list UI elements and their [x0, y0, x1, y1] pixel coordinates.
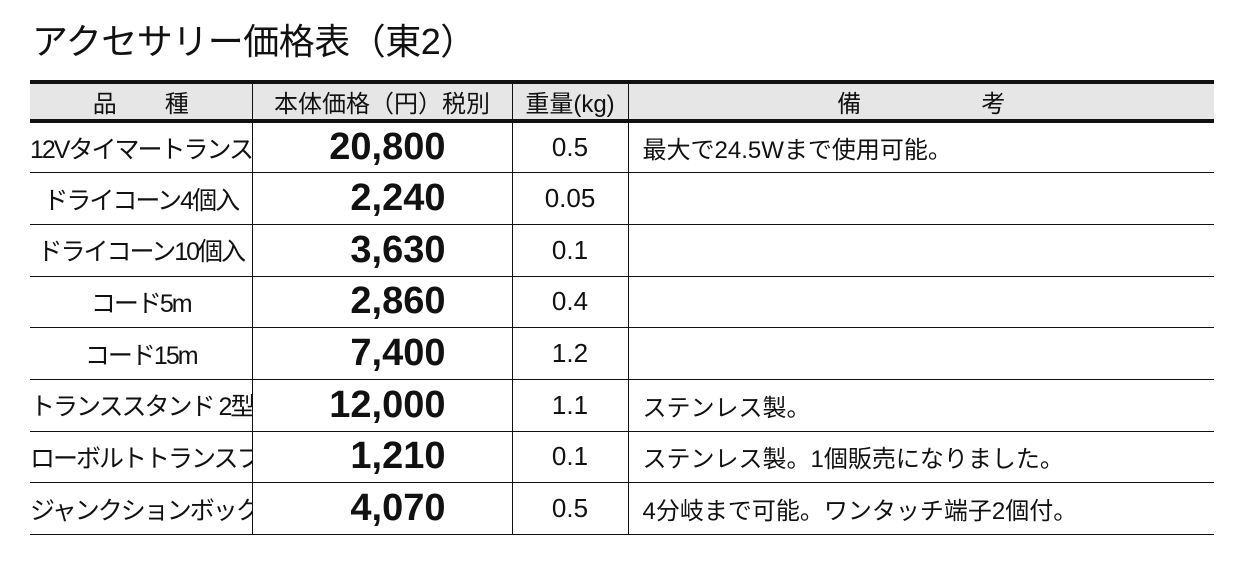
cell-name: ローボルトトランスフック [30, 431, 252, 484]
cell-name: 12Vタイマートランス [30, 121, 252, 174]
cell-note [627, 172, 1214, 225]
cell-note: ステンレス製。 [627, 379, 1214, 432]
cell-weight: 0.5 [511, 121, 628, 174]
table-row: ドライコーン10個入 3,630 0.1 [30, 224, 1214, 277]
cell-weight: 1.2 [511, 327, 628, 380]
cell-price: 7,400 [251, 327, 512, 380]
cell-name: ドライコーン10個入 [30, 224, 252, 277]
cell-price: 20,800 [251, 121, 512, 174]
cell-price: 12,000 [251, 379, 512, 432]
table-row: 12Vタイマートランス 20,800 0.5 最大で24.5Wまで使用可能。 [30, 121, 1214, 174]
cell-name: トランススタンド 2型 [30, 379, 252, 432]
header-note: 備 考 [627, 80, 1214, 123]
cell-name: ジャンクションボックス [30, 482, 252, 535]
cell-price: 2,860 [251, 276, 512, 329]
table-row: コード15m 7,400 1.2 [30, 327, 1214, 380]
cell-weight: 0.05 [511, 172, 628, 225]
cell-note: ステンレス製。1個販売になりました。 [627, 431, 1214, 484]
cell-name: コード5m [30, 276, 252, 329]
cell-note: 最大で24.5Wまで使用可能。 [627, 121, 1214, 174]
cell-note [627, 327, 1214, 380]
cell-weight: 0.1 [511, 431, 628, 484]
header-name: 品 種 [30, 80, 252, 123]
cell-note [627, 276, 1214, 329]
price-table: 品 種 本体価格（円）税別 重量(kg) 備 考 12Vタイマートランス 20,8… [30, 80, 1214, 535]
cell-weight: 0.4 [511, 276, 628, 329]
cell-weight: 0.5 [511, 482, 628, 535]
cell-name: ドライコーン4個入 [30, 172, 252, 225]
cell-note [627, 224, 1214, 277]
cell-price: 4,070 [251, 482, 512, 535]
cell-name: コード15m [30, 327, 252, 380]
page-title: アクセサリー価格表（東2） [32, 21, 476, 62]
cell-price: 1,210 [251, 431, 512, 484]
table-row: コード5m 2,860 0.4 [30, 276, 1214, 329]
table-header: 品 種 本体価格（円）税別 重量(kg) 備 考 [30, 80, 1214, 123]
cell-weight: 1.1 [511, 379, 628, 432]
cell-weight: 0.1 [511, 224, 628, 277]
cell-price: 3,630 [251, 224, 512, 277]
table-row: ドライコーン4個入 2,240 0.05 [30, 172, 1214, 225]
cell-price: 2,240 [251, 172, 512, 225]
table-row: トランススタンド 2型 12,000 1.1 ステンレス製。 [30, 379, 1214, 432]
header-price: 本体価格（円）税別 [251, 80, 512, 123]
cell-note: 4分岐まで可能。ワンタッチ端子2個付。 [627, 482, 1214, 535]
header-weight: 重量(kg) [511, 80, 628, 123]
